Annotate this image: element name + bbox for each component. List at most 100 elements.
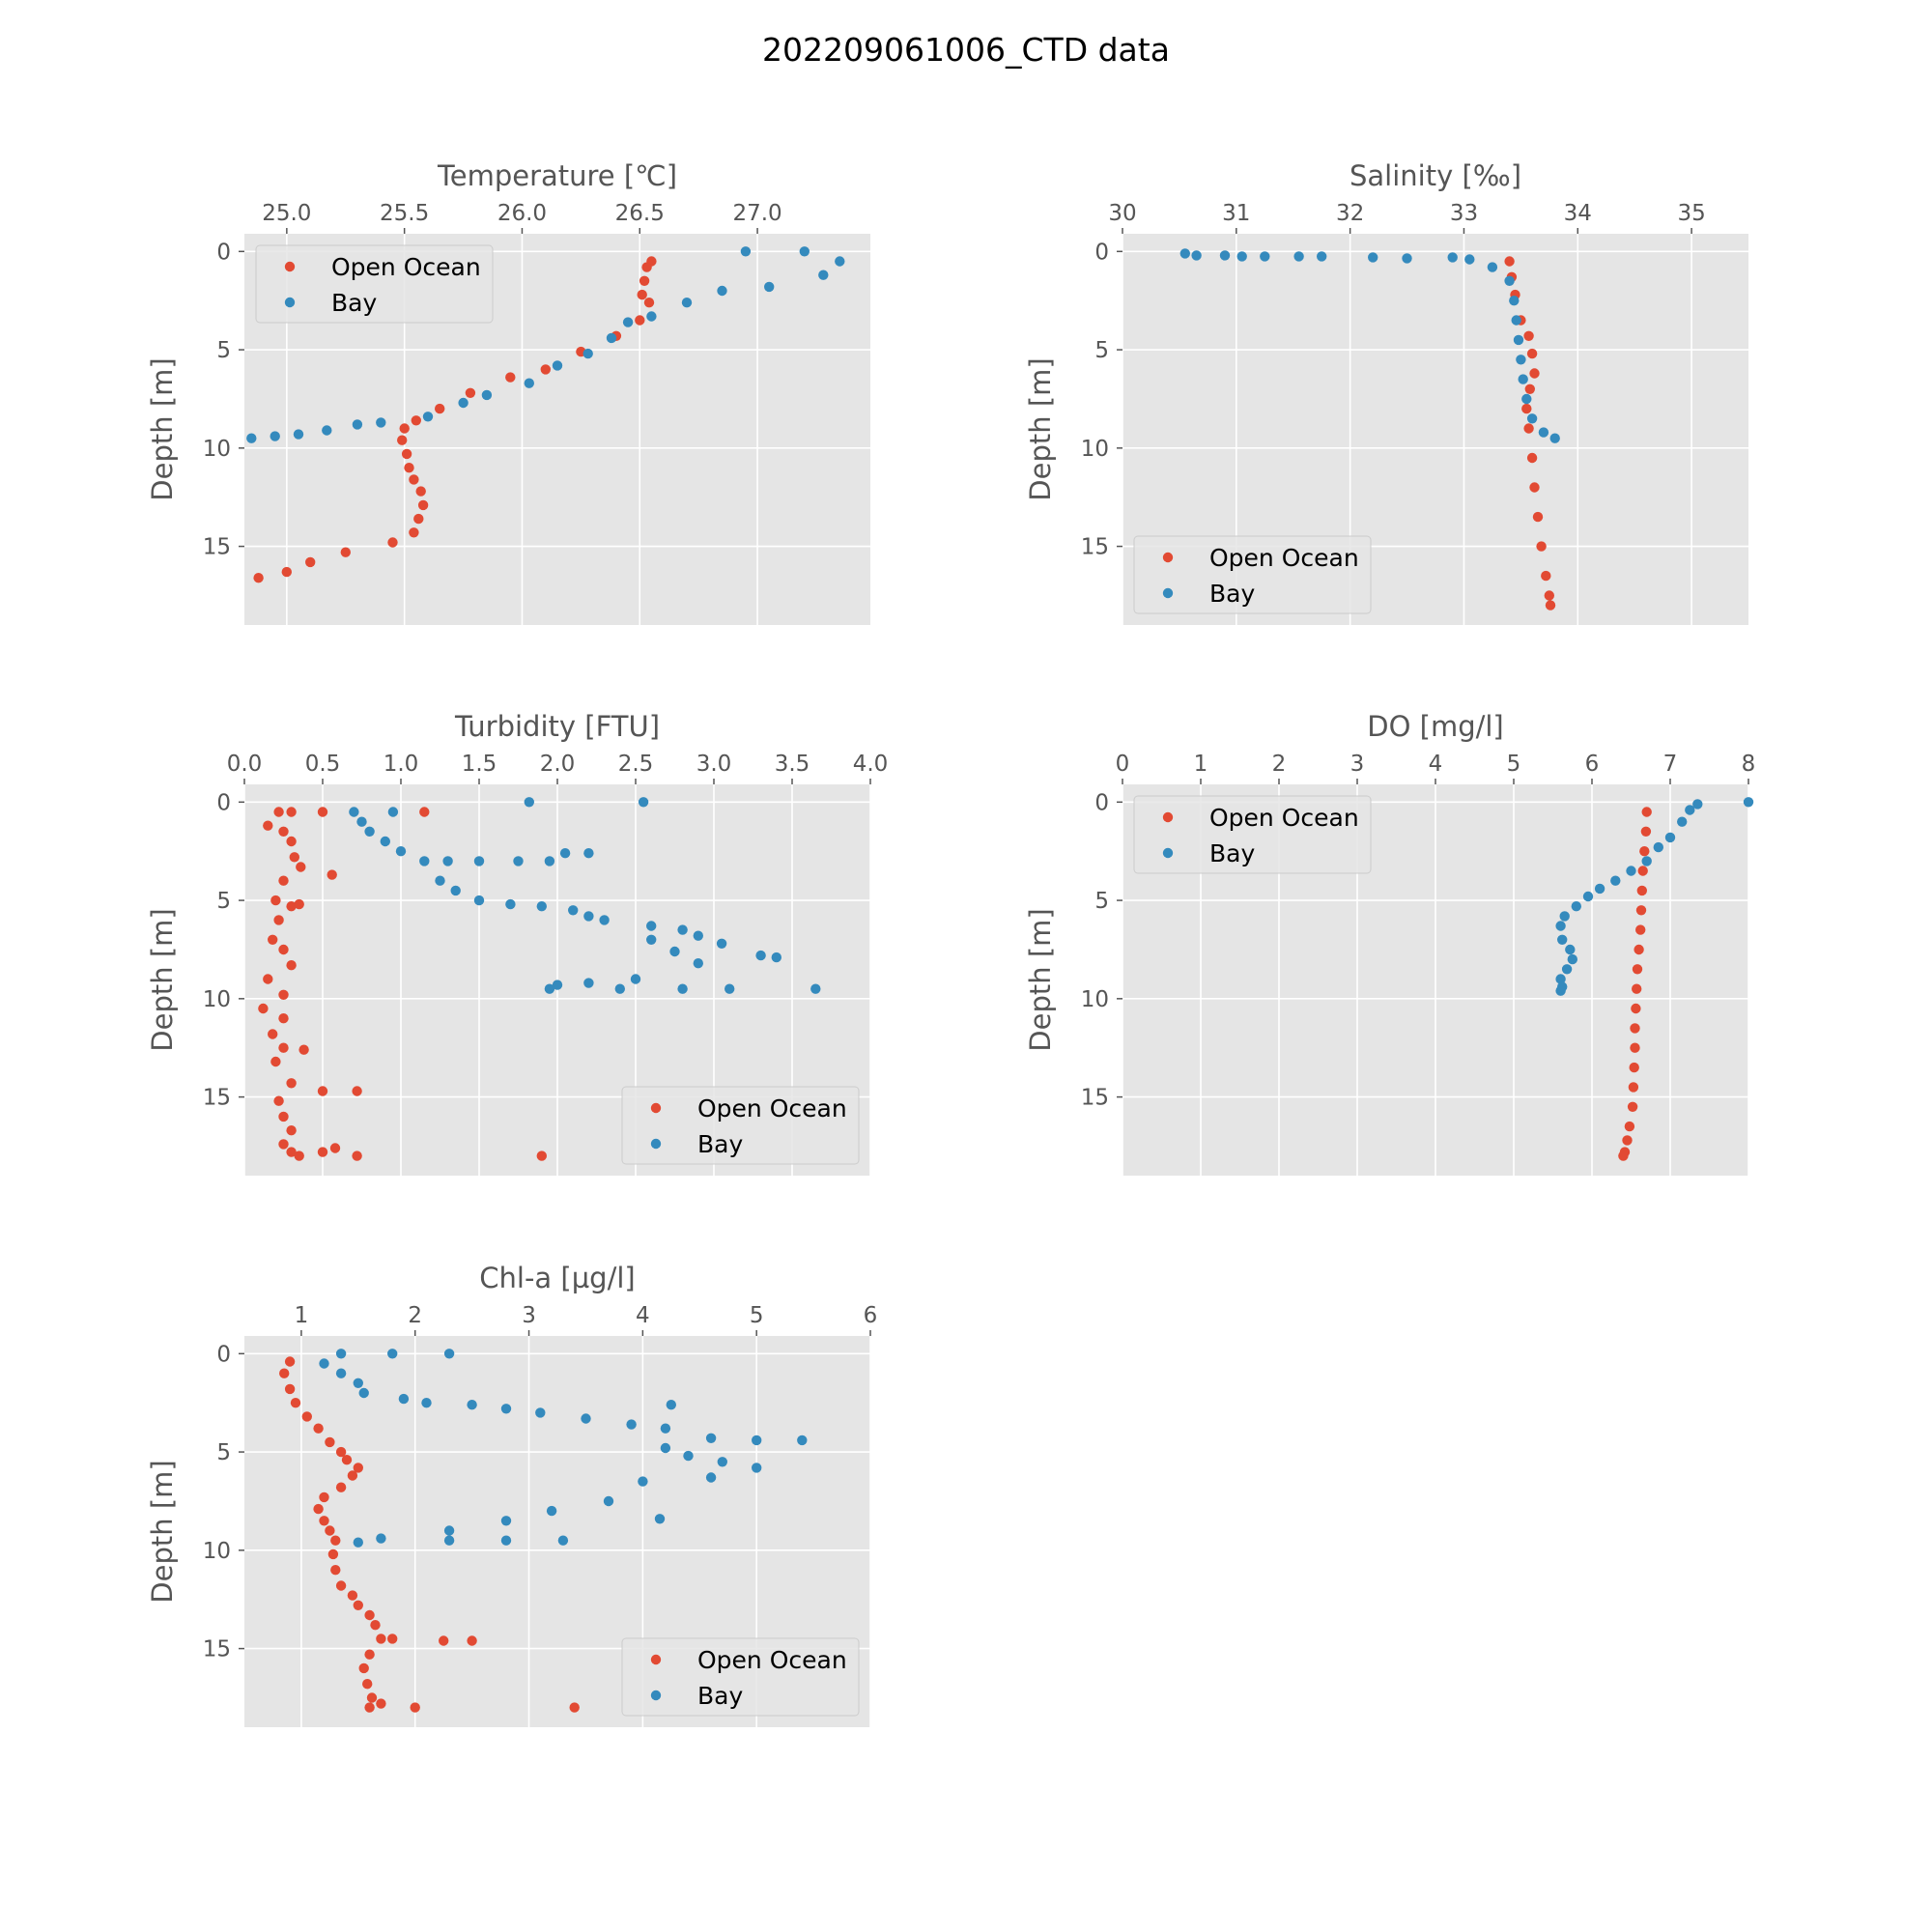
data-point xyxy=(319,1358,329,1369)
subplot-title: Chl-a [µg/l] xyxy=(479,1262,635,1294)
series-bay xyxy=(1555,797,1754,996)
x-tick-label: 35 xyxy=(1677,201,1705,226)
legend-marker xyxy=(650,1690,662,1701)
data-point xyxy=(524,797,534,808)
subplot-3: 0.0 0.5 1.0 1.5 2.0 2.5 3.0 3.5 4.0 0 5 10 15 Turbidi… xyxy=(146,710,888,1176)
data-point xyxy=(1521,393,1532,405)
data-point xyxy=(273,1095,284,1106)
data-point xyxy=(1582,891,1594,902)
data-point xyxy=(443,1525,455,1536)
data-point xyxy=(1555,985,1566,996)
data-point xyxy=(626,1419,637,1430)
x-tick-label: 0 xyxy=(1116,752,1130,777)
data-point xyxy=(294,1151,304,1161)
subplot-title: Salinity [‰] xyxy=(1350,159,1521,192)
data-point xyxy=(401,448,412,460)
data-point xyxy=(443,1535,455,1546)
data-point xyxy=(1518,374,1528,384)
data-point xyxy=(335,1368,347,1378)
x-tick-label: 34 xyxy=(1564,201,1592,226)
data-point xyxy=(286,807,297,817)
data-point xyxy=(293,429,304,440)
data-point xyxy=(278,875,289,886)
legend-label: Bay xyxy=(1209,839,1255,867)
data-point xyxy=(358,1387,369,1399)
data-point xyxy=(582,348,593,359)
data-point xyxy=(1594,883,1605,895)
data-point xyxy=(1637,866,1648,876)
data-point xyxy=(599,915,610,925)
data-point xyxy=(335,1580,347,1591)
data-point xyxy=(327,869,337,880)
subplot-5: 1 2 3 4 5 6 0 5 10 15 Chl-a [µg/l] Depth [m] Open Oc… xyxy=(146,1262,877,1727)
data-point xyxy=(399,423,410,434)
data-point xyxy=(330,1565,341,1576)
data-point xyxy=(724,983,735,994)
legend-box xyxy=(255,244,494,324)
data-point xyxy=(376,417,386,428)
data-point xyxy=(327,1548,339,1560)
data-point xyxy=(1626,866,1636,876)
data-point xyxy=(450,885,461,896)
data-point xyxy=(705,1472,717,1483)
x-tick-label: 3 xyxy=(1350,752,1365,777)
data-point xyxy=(677,924,688,935)
data-point xyxy=(1219,250,1231,261)
data-point xyxy=(1567,953,1578,965)
x-tick-label: 6 xyxy=(864,1303,878,1328)
data-point xyxy=(1565,944,1576,955)
data-point xyxy=(422,412,434,422)
subplot-title: DO [mg/l] xyxy=(1367,710,1504,743)
data-point xyxy=(1260,251,1270,262)
y-tick-label: 5 xyxy=(216,1440,231,1465)
legend-marker xyxy=(1162,587,1174,599)
data-point xyxy=(1549,433,1560,443)
y-tick-label: 0 xyxy=(1094,790,1109,815)
data-point xyxy=(540,364,551,375)
x-tick-label: 1 xyxy=(295,1303,309,1328)
data-point xyxy=(281,566,292,578)
data-point xyxy=(1529,482,1540,493)
data-point xyxy=(1523,330,1534,341)
data-point xyxy=(677,983,688,994)
data-point xyxy=(319,1516,329,1526)
data-point xyxy=(352,1151,362,1161)
series-bay xyxy=(246,246,845,443)
x-tick-label: 4 xyxy=(1429,752,1443,777)
data-point xyxy=(387,537,398,548)
data-point xyxy=(505,898,516,910)
data-point xyxy=(1561,964,1573,975)
legend-marker xyxy=(1162,811,1174,823)
data-point xyxy=(1464,254,1475,265)
x-tick-label: 30 xyxy=(1108,201,1136,226)
x-tick-label: 4 xyxy=(636,1303,650,1328)
y-tick-label: 15 xyxy=(203,535,231,560)
data-point xyxy=(473,895,485,906)
series-open-ocean xyxy=(1618,807,1652,1161)
legend-box xyxy=(1133,795,1372,874)
data-point xyxy=(535,1407,546,1418)
data-point xyxy=(273,807,284,817)
data-point xyxy=(716,938,727,949)
data-point xyxy=(387,1349,398,1359)
data-point xyxy=(764,281,775,293)
x-tick-label: 32 xyxy=(1336,201,1364,226)
legend: Open Ocean Bay xyxy=(1133,795,1372,874)
data-point xyxy=(568,905,579,916)
data-point xyxy=(364,826,375,837)
subplot-title: Turbidity [FTU] xyxy=(454,710,660,743)
subplot-title: Temperature [℃] xyxy=(437,159,677,192)
data-point xyxy=(752,1463,762,1473)
legend-label: Bay xyxy=(1209,580,1255,608)
data-point xyxy=(1504,256,1515,267)
series-open-ocean xyxy=(258,807,547,1161)
data-point xyxy=(557,1535,569,1546)
data-point xyxy=(1523,423,1534,434)
data-point xyxy=(1641,807,1652,817)
data-point xyxy=(330,1535,341,1546)
data-point xyxy=(1677,816,1688,827)
data-point xyxy=(253,573,264,583)
x-tick-label: 33 xyxy=(1450,201,1478,226)
data-point xyxy=(380,836,390,847)
data-point xyxy=(524,378,534,388)
